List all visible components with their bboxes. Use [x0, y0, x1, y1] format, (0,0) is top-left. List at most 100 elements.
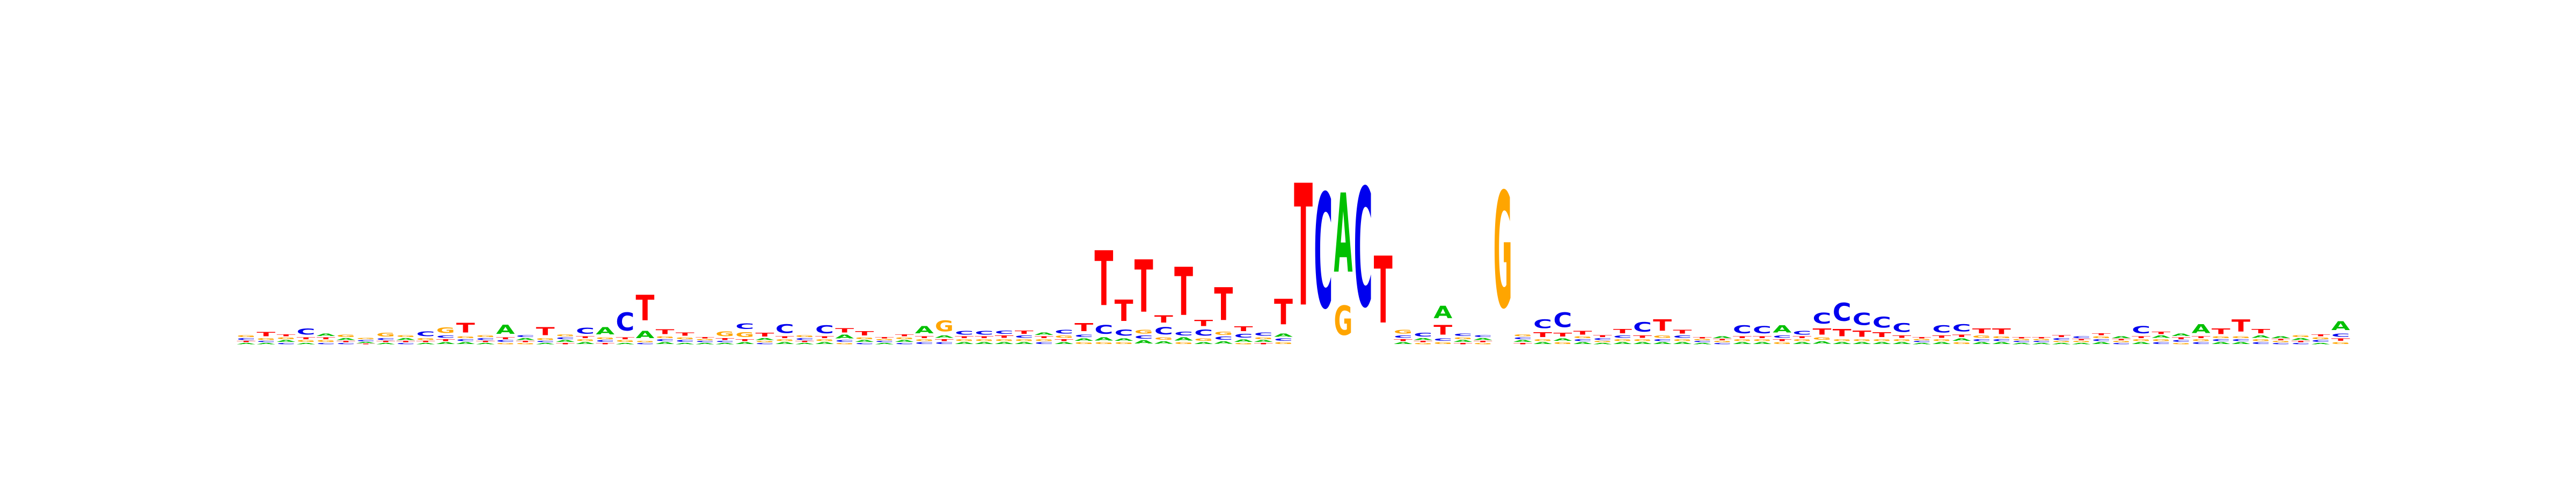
logo-letter-c: C [1853, 310, 1871, 330]
logo-letter-c: C [1573, 339, 1592, 341]
logo-letter-g: G [2052, 341, 2071, 343]
logo-letter-c: C [1035, 342, 1053, 345]
logo-letter-a: A [2012, 342, 2031, 345]
logo-letter-a: A [875, 342, 894, 345]
logo-letter-c: C [2032, 341, 2051, 343]
logo-column: C [1314, 162, 1333, 344]
logo-letter-c: C [536, 341, 555, 343]
logo-letter-t: T [1992, 327, 2011, 335]
logo-letter-c: C [616, 308, 634, 337]
logo-letter-c: C [356, 340, 375, 342]
logo-letter-a: A [1115, 338, 1133, 341]
logo-letter-a: A [556, 340, 575, 343]
logo-letter-g: G [2212, 336, 2230, 339]
logo-letter-t: T [955, 336, 974, 339]
logo-letter-g: G [276, 337, 295, 340]
logo-letter-c: C [476, 338, 495, 340]
logo-letter-t: T [875, 336, 894, 339]
logo-letter-t: T [2172, 336, 2191, 340]
logo-letter-c: C [1952, 322, 1971, 334]
logo-letter-a: A [935, 335, 954, 339]
logo-column: GA [1334, 171, 1352, 345]
logo-letter-t: T [1174, 255, 1193, 331]
logo-letter-c: C [1354, 155, 1373, 344]
logo-letter-g: G [317, 340, 335, 342]
logo-letter-g: G [735, 331, 754, 339]
logo-letter-c: C [636, 342, 655, 345]
logo-letter-t: T [1533, 331, 1553, 339]
logo-letter-c: C [1972, 339, 1991, 341]
logo-letter-a: A [715, 342, 734, 345]
logo-letter-a: A [1613, 342, 1632, 345]
logo-letter-g: G [2231, 336, 2250, 339]
logo-letter-t: T [1792, 336, 1811, 339]
logo-letter-t: T [1214, 279, 1233, 331]
logo-letter-g: G [1792, 339, 1811, 341]
logo-letter-t: T [815, 336, 834, 339]
logo-letter-c: C [855, 342, 874, 345]
logo-letter-a: A [1394, 342, 1413, 345]
logo-letter-c: C [955, 330, 974, 336]
logo-letter-t: T [2032, 336, 2051, 339]
logo-letter-g: G [1194, 338, 1213, 342]
logo-letter-g: G [1633, 339, 1652, 341]
logo-letter-t: T [1274, 292, 1293, 333]
logo-letter-g: G [1713, 341, 1732, 343]
logo-letter-g: G [516, 342, 535, 345]
logo-letter-g: G [1573, 336, 1592, 339]
logo-letter-t: T [1713, 339, 1732, 341]
logo-letter-a: A [616, 342, 634, 345]
logo-letter-t: T [456, 320, 475, 335]
logo-letter-g: G [1035, 339, 1053, 341]
logo-letter-c: C [2292, 342, 2310, 345]
logo-letter-c: C [396, 342, 415, 345]
logo-letter-g: G [895, 337, 914, 340]
logo-letter-t: T [1912, 336, 1931, 339]
logo-letter-c: C [1933, 323, 1951, 335]
logo-letter-g: G [1892, 339, 1911, 341]
logo-letter-g: G [1154, 337, 1173, 341]
logo-letter-c: C [795, 338, 814, 340]
logo-letter-c: C [1613, 335, 1632, 339]
logo-letter-t: T [2212, 327, 2230, 335]
logo-letter-a: A [1853, 342, 1871, 345]
logo-letter-a: A [2192, 323, 2211, 336]
logo-letter-t: T [2072, 339, 2091, 341]
logo-letter-g: G [1773, 342, 1791, 345]
logo-letter-a: A [2292, 338, 2310, 341]
logo-letter-t: T [536, 325, 555, 338]
logo-letter-t: T [1135, 245, 1153, 329]
logo-letter-c: C [1314, 162, 1333, 344]
logo-letter-c: C [317, 342, 335, 345]
logo-letter-g: G [636, 341, 655, 343]
logo-letter-a: A [1214, 341, 1233, 345]
logo-letter-a: A [696, 342, 714, 345]
logo-letter-c: C [1892, 321, 1911, 335]
logo-letter-t: T [1194, 318, 1213, 328]
logo-letter-c: C [1234, 333, 1253, 339]
logo-letter-t: T [1693, 336, 1712, 339]
logo-letter-a: A [1593, 342, 1612, 345]
logo-letter-g: G [576, 339, 595, 341]
logo-letter-c: C [556, 337, 575, 340]
logo-letter-a: A [1773, 324, 1791, 335]
logo-letter-c: C [1813, 310, 1832, 327]
logo-letter-t: T [2192, 336, 2211, 339]
logo-letter-a: A [1194, 342, 1213, 345]
logo-letter-g: G [1453, 337, 1472, 340]
